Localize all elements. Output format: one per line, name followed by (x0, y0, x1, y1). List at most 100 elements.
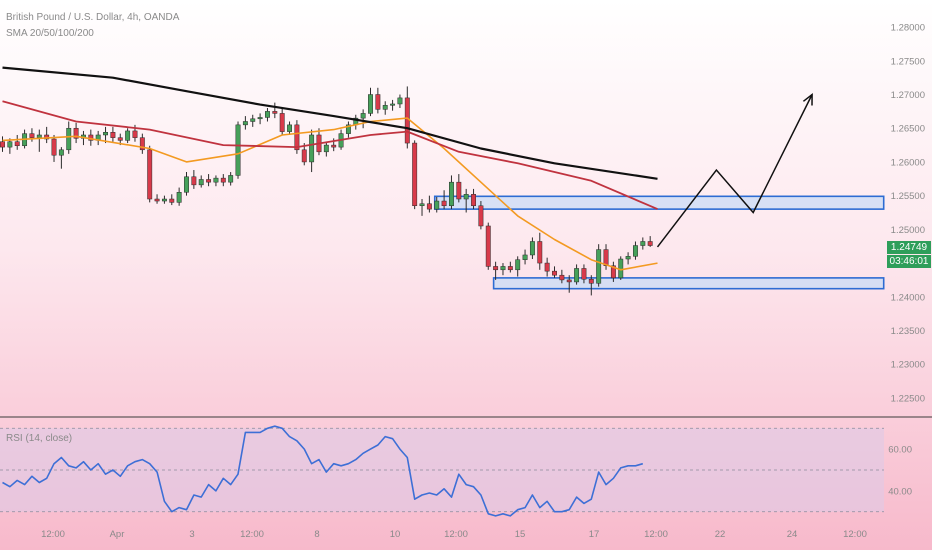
bear-candle-body (588, 278, 594, 284)
candle (456, 174, 462, 203)
bull-candle-body (228, 175, 234, 183)
price-tick-label: 1.25500 (891, 191, 925, 202)
bear-candle-body (0, 141, 5, 148)
rsi-band (0, 428, 884, 512)
time-tick-label: 3 (189, 529, 194, 540)
price-tick-label: 1.23000 (891, 360, 925, 371)
bull-candle-body (250, 118, 256, 122)
candle (161, 195, 167, 204)
bull-candle-body (463, 194, 469, 200)
bear-candle-body (552, 270, 557, 276)
time-tick-label: 17 (589, 529, 600, 540)
bull-candle-body (198, 179, 204, 186)
bear-candle-body (132, 130, 138, 138)
candle (250, 114, 256, 127)
candle (397, 94, 403, 109)
candle (147, 145, 153, 203)
time-tick-label: 12:00 (41, 529, 65, 540)
bull-candle-body (323, 144, 329, 153)
bull-candle-body (58, 149, 64, 156)
bull-candle-body (66, 127, 72, 151)
bull-candle-body (213, 177, 219, 183)
time-tick-label: 24 (787, 529, 798, 540)
bull-candle-body (345, 124, 351, 134)
bear-candle-body (537, 241, 543, 264)
candle (537, 232, 543, 270)
bear-candle-body (478, 205, 484, 227)
bull-candle-body (7, 141, 13, 148)
candle (125, 128, 131, 144)
time-tick-label: 12:00 (240, 529, 264, 540)
candle (51, 134, 57, 162)
bull-candle-body (449, 181, 454, 207)
candle (242, 116, 248, 130)
bull-candle-body (242, 121, 248, 126)
time-tick-label: 12:00 (644, 529, 668, 540)
candle (368, 87, 373, 117)
candle (7, 138, 13, 154)
time-tick-label: 12:00 (843, 529, 867, 540)
bear-candle-body (220, 177, 226, 183)
price-tick-label: 1.26000 (891, 157, 925, 168)
bull-candle-body (257, 117, 263, 120)
bear-candle-body (14, 141, 20, 147)
resistance-zone (433, 195, 885, 210)
candle (265, 108, 270, 122)
candle (522, 249, 528, 265)
bull-candle-body (633, 245, 638, 257)
price-tick-label: 1.26500 (891, 124, 925, 135)
bull-candle-body (36, 134, 42, 138)
candle (500, 263, 506, 276)
bull-candle-body (184, 176, 189, 193)
candle (434, 196, 440, 213)
candle (390, 99, 396, 111)
bull-candle-body (625, 256, 631, 260)
bull-candle-body (176, 192, 182, 203)
candle (449, 175, 454, 210)
bear-candle-body (301, 149, 307, 163)
candle (88, 129, 94, 146)
candle (588, 275, 594, 296)
candle (471, 188, 476, 210)
bull-candle-body (522, 254, 528, 260)
price-tick-label: 1.22500 (891, 393, 925, 404)
candle (272, 102, 278, 119)
time-tick-label: 12:00 (444, 529, 468, 540)
bull-candle-body (103, 132, 108, 136)
candle (507, 261, 513, 273)
bull-candle-body (382, 105, 388, 110)
time-tick-label: 8 (314, 529, 319, 540)
time-tick-label: 22 (715, 529, 726, 540)
bear-candle-body (566, 279, 572, 283)
bear-candle-body (507, 266, 513, 271)
bull-candle-body (529, 241, 535, 256)
bull-candle-body (390, 103, 396, 106)
time-tick-label: Apr (110, 529, 125, 540)
candle (0, 136, 5, 152)
candle (73, 122, 79, 144)
candle (596, 244, 602, 287)
bull-candle-body (287, 124, 292, 132)
candle (345, 121, 351, 138)
candle (515, 256, 521, 277)
bear-candle-body (603, 249, 609, 267)
candle (103, 126, 108, 144)
bear-candle-body (471, 194, 476, 207)
candle (323, 141, 329, 157)
candle (360, 109, 366, 129)
sma-200-line (2, 66, 658, 180)
bull-candle-body (434, 200, 440, 210)
candle (169, 194, 175, 206)
candle (176, 187, 182, 206)
bull-candle-body (265, 111, 270, 118)
candle (95, 130, 101, 146)
bear-candle-body (117, 137, 123, 141)
sma-20-line (2, 117, 658, 271)
candle (257, 113, 263, 125)
candle (581, 264, 587, 284)
candle (110, 126, 116, 142)
bear-candle-body (559, 274, 565, 281)
candle (154, 194, 160, 204)
candle (625, 252, 631, 265)
